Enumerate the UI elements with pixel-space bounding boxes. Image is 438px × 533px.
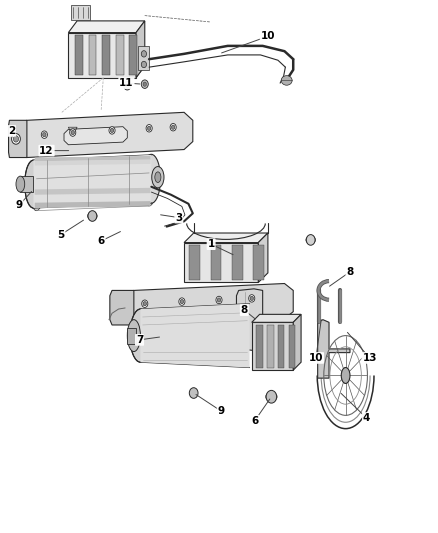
Text: 3: 3 — [175, 213, 183, 223]
Text: 12: 12 — [39, 146, 54, 156]
Circle shape — [249, 295, 255, 302]
Polygon shape — [141, 304, 250, 368]
Polygon shape — [35, 188, 150, 195]
Ellipse shape — [152, 166, 164, 188]
Circle shape — [142, 300, 148, 308]
Circle shape — [13, 136, 18, 142]
Circle shape — [141, 51, 147, 57]
Text: 10: 10 — [261, 31, 275, 42]
Polygon shape — [18, 112, 193, 158]
Polygon shape — [116, 35, 124, 75]
Polygon shape — [252, 314, 301, 322]
Text: 13: 13 — [362, 353, 377, 363]
Polygon shape — [293, 314, 301, 370]
Polygon shape — [127, 328, 136, 344]
Polygon shape — [125, 284, 293, 325]
Polygon shape — [71, 5, 90, 20]
Circle shape — [41, 131, 47, 139]
Text: 1: 1 — [208, 239, 215, 249]
Ellipse shape — [127, 320, 141, 352]
Ellipse shape — [16, 176, 25, 192]
Circle shape — [217, 298, 221, 302]
Text: 5: 5 — [57, 230, 64, 240]
Circle shape — [148, 126, 151, 131]
Polygon shape — [88, 35, 96, 75]
Polygon shape — [289, 325, 295, 368]
Polygon shape — [252, 322, 293, 370]
Polygon shape — [253, 245, 264, 280]
Circle shape — [180, 300, 184, 304]
Circle shape — [143, 302, 147, 306]
Polygon shape — [110, 290, 134, 325]
Ellipse shape — [142, 155, 160, 203]
Polygon shape — [20, 176, 33, 192]
Circle shape — [71, 131, 74, 135]
Ellipse shape — [25, 160, 42, 208]
Ellipse shape — [130, 309, 151, 362]
Circle shape — [143, 82, 147, 86]
Polygon shape — [136, 21, 145, 78]
Polygon shape — [256, 325, 263, 368]
Polygon shape — [68, 66, 145, 78]
Polygon shape — [75, 35, 83, 75]
Polygon shape — [232, 245, 243, 280]
Text: 9: 9 — [15, 200, 23, 211]
Polygon shape — [64, 127, 127, 145]
Circle shape — [12, 134, 20, 144]
Circle shape — [110, 128, 114, 133]
Ellipse shape — [30, 179, 42, 211]
Circle shape — [126, 84, 129, 88]
Polygon shape — [267, 325, 274, 368]
Circle shape — [42, 133, 46, 137]
Ellipse shape — [155, 172, 161, 182]
Text: 7: 7 — [136, 335, 143, 345]
Text: 10: 10 — [309, 353, 323, 363]
Circle shape — [266, 390, 277, 403]
Ellipse shape — [341, 368, 350, 383]
Circle shape — [70, 129, 76, 136]
Polygon shape — [184, 233, 268, 243]
Text: 11: 11 — [119, 78, 134, 88]
Circle shape — [170, 124, 176, 131]
Polygon shape — [102, 35, 110, 75]
Polygon shape — [237, 289, 263, 351]
Circle shape — [250, 296, 254, 301]
Polygon shape — [258, 233, 268, 282]
Circle shape — [216, 296, 222, 304]
Text: 8: 8 — [241, 305, 248, 315]
Text: 9: 9 — [218, 406, 225, 416]
Text: 6: 6 — [251, 416, 258, 426]
Circle shape — [141, 61, 147, 68]
Text: 8: 8 — [346, 267, 353, 277]
Circle shape — [189, 387, 198, 398]
Circle shape — [88, 211, 97, 221]
Polygon shape — [318, 320, 350, 378]
Text: 2: 2 — [8, 126, 15, 136]
Polygon shape — [138, 46, 149, 70]
Polygon shape — [211, 245, 222, 280]
Circle shape — [306, 235, 315, 245]
Polygon shape — [35, 160, 150, 165]
Polygon shape — [68, 33, 136, 78]
Text: 6: 6 — [98, 236, 105, 246]
Circle shape — [124, 82, 131, 90]
Polygon shape — [9, 120, 27, 158]
Polygon shape — [68, 21, 145, 33]
Polygon shape — [189, 245, 200, 280]
Polygon shape — [33, 155, 151, 208]
Ellipse shape — [281, 76, 292, 85]
Circle shape — [146, 125, 152, 132]
Polygon shape — [35, 156, 150, 161]
Ellipse shape — [143, 173, 155, 206]
Polygon shape — [35, 201, 150, 208]
Circle shape — [179, 298, 185, 305]
Text: 4: 4 — [363, 413, 370, 423]
Circle shape — [109, 127, 115, 134]
Polygon shape — [278, 325, 285, 368]
Polygon shape — [184, 243, 258, 282]
Circle shape — [141, 80, 148, 88]
Circle shape — [171, 125, 175, 130]
Polygon shape — [130, 35, 138, 75]
